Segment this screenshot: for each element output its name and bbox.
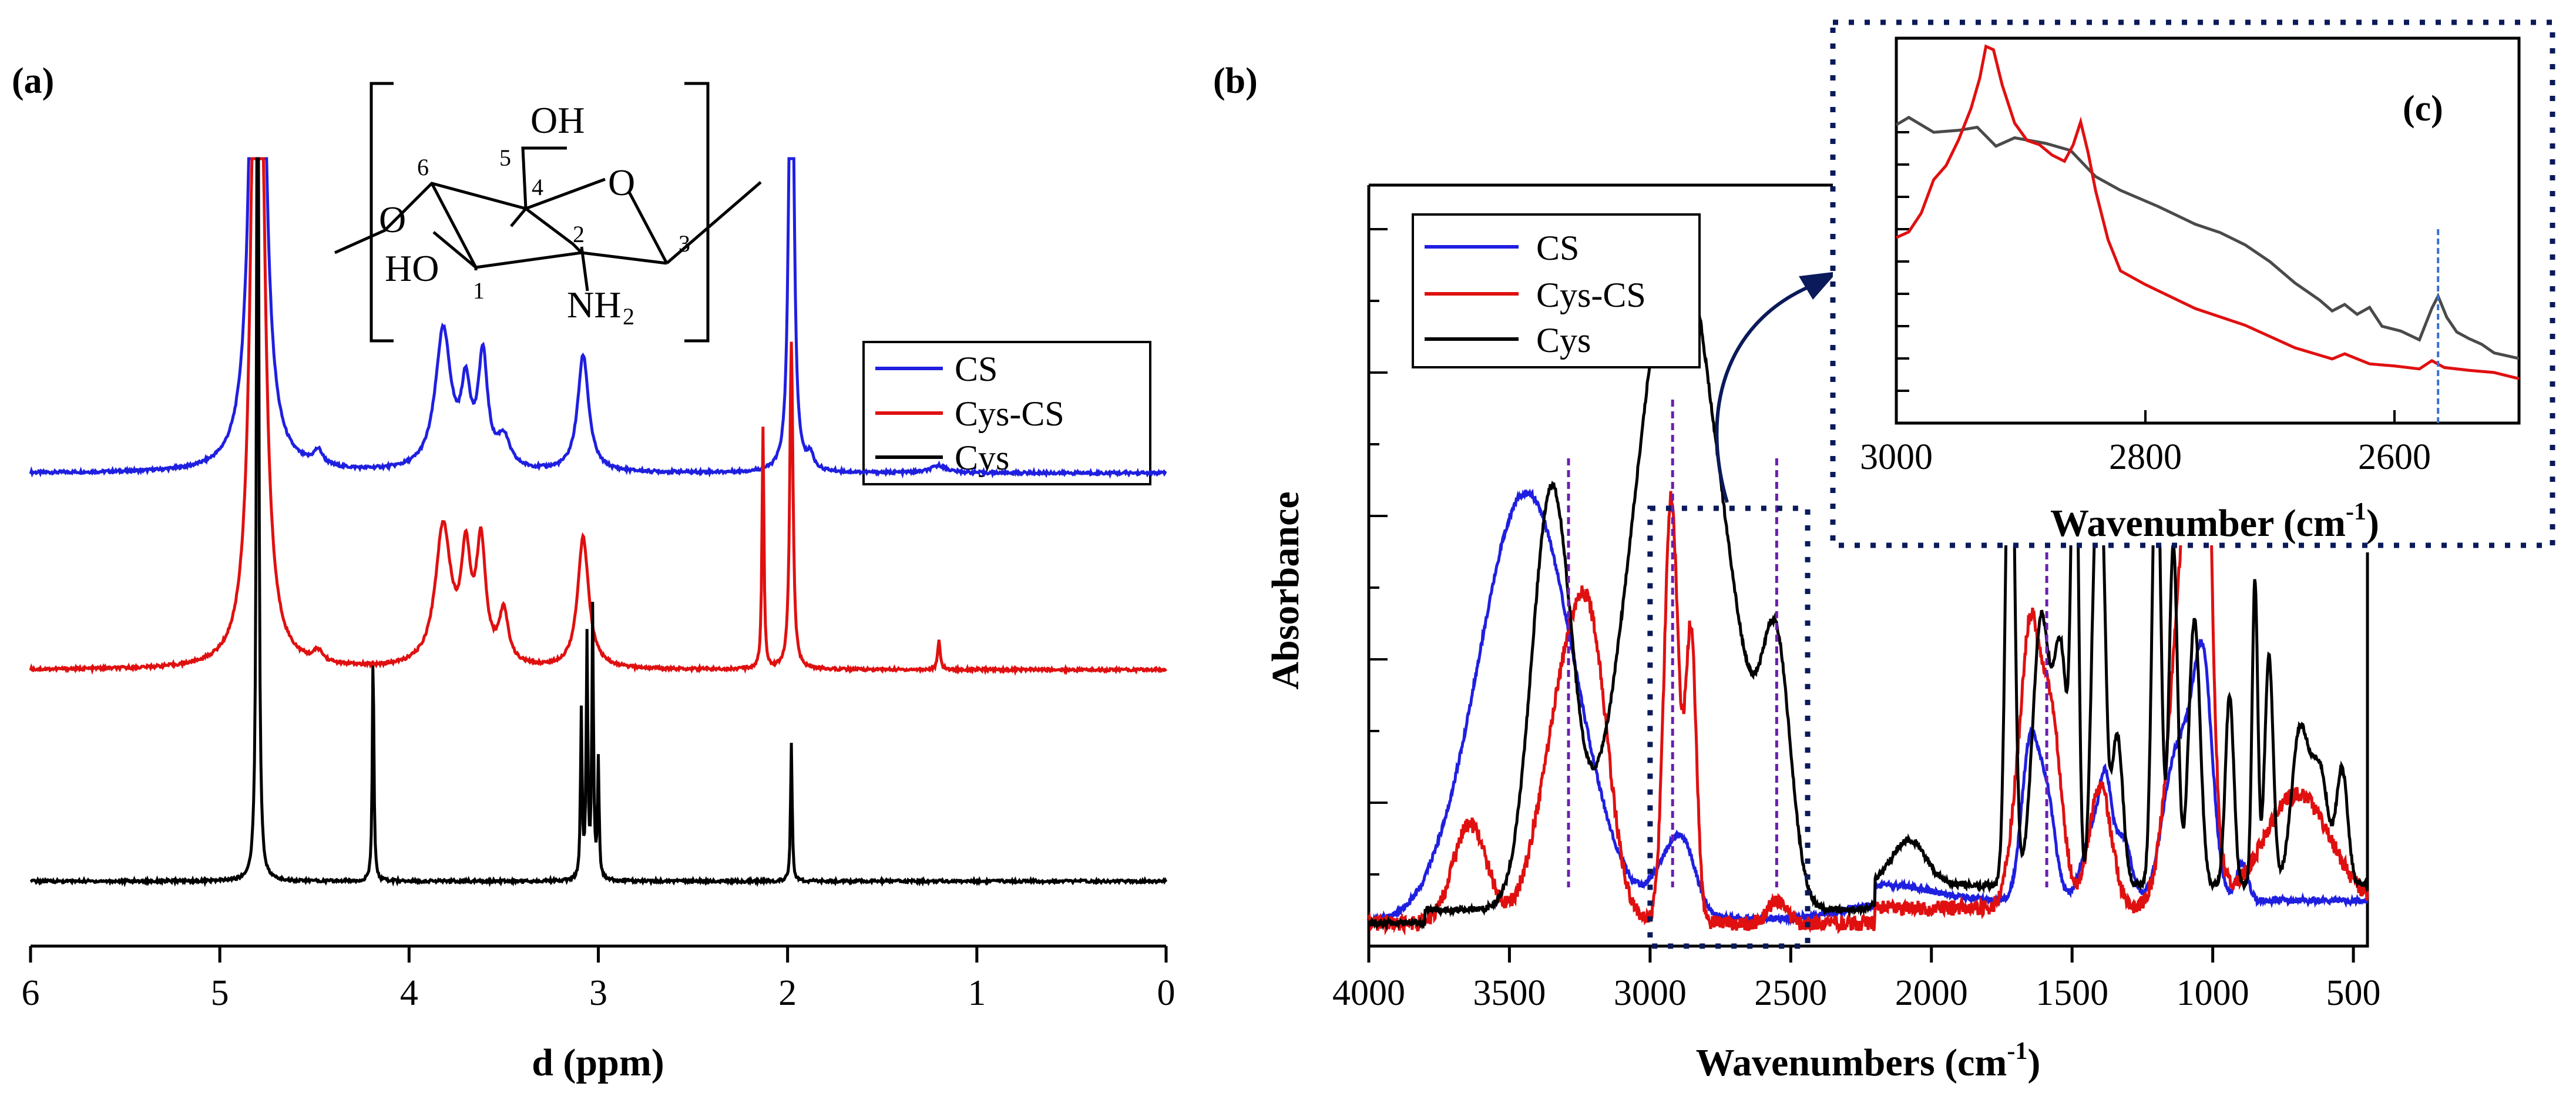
- x-tick-label-b: 4000: [1332, 973, 1405, 1013]
- x-axis-title-b-close: ): [2027, 1041, 2040, 1084]
- y-axis-title-b: Absorbance: [1264, 491, 1307, 689]
- panel-a: (a) OH O O HO NH 2 1 2 3 4 5 6 CS Cys: [12, 61, 1176, 1084]
- struct-n2: 2: [573, 221, 585, 247]
- struct-nh: NH: [567, 284, 621, 326]
- series-a-cys-cs: [29, 157, 1168, 676]
- series-b-cys: [1367, 227, 2369, 931]
- legend-b-cyscs-label: Cys-CS: [1536, 276, 1646, 314]
- x-tick-label-b: 2500: [1754, 973, 1827, 1013]
- legend-a: CS Cys-CS Cys: [862, 341, 1151, 485]
- bracket-left: [370, 82, 394, 343]
- zoom-arrowhead: [1799, 271, 1838, 300]
- series-a-cys: [29, 157, 1168, 888]
- struct-n6: 6: [417, 154, 429, 180]
- x-tick-label-b: 2000: [1895, 973, 1968, 1013]
- series-b-cs: [1367, 488, 2369, 927]
- structure-text: OH O O HO NH 2 1 2 3 4 5 6: [379, 99, 690, 330]
- x-tick-label-b: 3000: [1614, 973, 1687, 1013]
- x-ticks-c: 3000 2800 2600: [1860, 410, 2431, 477]
- struct-n1: 1: [473, 277, 485, 304]
- legend-a-cs-label: CS: [955, 350, 998, 388]
- legend-b-cs-label: CS: [1536, 229, 1579, 267]
- x-tick-label-b: 500: [2326, 973, 2381, 1013]
- x-tick-label-a: 2: [778, 973, 797, 1013]
- series-a: [29, 157, 1168, 888]
- x-ticks-a: 6 5 4 3 2 1 0: [22, 946, 1176, 1013]
- series-c: [1895, 44, 2520, 380]
- x-axis-title-b-main: Wavenumbers (cm: [1696, 1041, 2007, 1084]
- struct-o-left: O: [379, 199, 406, 240]
- panel-c-label: (c): [2403, 89, 2443, 129]
- series-a-cs: [29, 157, 1167, 479]
- x-tick-label-b: 3500: [1473, 973, 1546, 1013]
- series-c-cs-zoom: [1895, 115, 2520, 360]
- panel-b-label: (b): [1213, 61, 1258, 101]
- x-tick-label-a: 1: [968, 973, 986, 1013]
- x-axis-title-a: d (ppm): [532, 1041, 664, 1084]
- x-tick-label-c: 2600: [2358, 437, 2431, 477]
- x-tick-label-a: 0: [1157, 973, 1176, 1013]
- zoom-arrow: [1715, 286, 1808, 503]
- legend-a-cyscs-label: Cys-CS: [955, 394, 1064, 433]
- x-axis-title-c-sup: -1: [2346, 498, 2366, 525]
- plot-frame-b: [1367, 183, 2369, 948]
- x-tick-label-c: 3000: [1860, 437, 1933, 477]
- chitosan-structure: [334, 82, 762, 343]
- struct-n3: 3: [679, 230, 690, 257]
- x-tick-label-a: 5: [211, 973, 229, 1013]
- ring-bonds: [334, 146, 762, 291]
- bracket-right: [684, 82, 710, 343]
- legend-b-cys-label: Cys: [1536, 321, 1591, 360]
- panel-c: (c) 3000 2800 2600 Wavenumber (cm-1): [1830, 19, 2555, 548]
- x-tick-label-a: 4: [400, 973, 418, 1013]
- x-ticks-b: 4000 3500 3000 2500 2000 1500 1000 500: [1332, 946, 2381, 1013]
- x-axis-title-c-main: Wavenumber (cm: [2050, 502, 2346, 545]
- x-axis-title-b: Wavenumbers (cm-1): [1696, 1038, 2041, 1084]
- x-tick-label-a: 3: [589, 973, 607, 1013]
- panel-a-label: (a): [12, 61, 54, 101]
- x-axis-title-c: Wavenumber (cm-1): [2050, 498, 2379, 545]
- y-ticks-c: [1896, 131, 1909, 392]
- struct-n4: 4: [532, 174, 543, 200]
- zoom-region-box: [1647, 505, 1811, 949]
- legend-b: CS Cys-CS Cys: [1412, 213, 1701, 368]
- x-tick-label-a: 6: [22, 973, 40, 1013]
- struct-n5: 5: [499, 145, 511, 171]
- struct-nh-sub: 2: [623, 303, 634, 330]
- x-axis-title-b-sup: -1: [2007, 1038, 2027, 1065]
- legend-b-box: [1412, 213, 1701, 368]
- panel-b: (b) 4000 3500 3000 2500 2000 1500 1000 500 Abso…: [1213, 61, 2381, 1084]
- x-tick-label-b: 1500: [2036, 973, 2108, 1013]
- y-ticks-b: [1369, 228, 1388, 947]
- inset-dotted-border: [1830, 19, 2555, 548]
- x-tick-label-c: 2800: [2109, 437, 2182, 477]
- x-tick-label-b: 1000: [2177, 973, 2249, 1013]
- struct-oh: OH: [530, 99, 585, 141]
- struct-ho: HO: [385, 247, 439, 289]
- struct-o-ring: O: [608, 162, 635, 203]
- x-axis-title-c-close: ): [2366, 502, 2379, 545]
- series-c-cys-cs-zoom: [1895, 44, 2520, 380]
- plot-frame-c: [1895, 36, 2521, 425]
